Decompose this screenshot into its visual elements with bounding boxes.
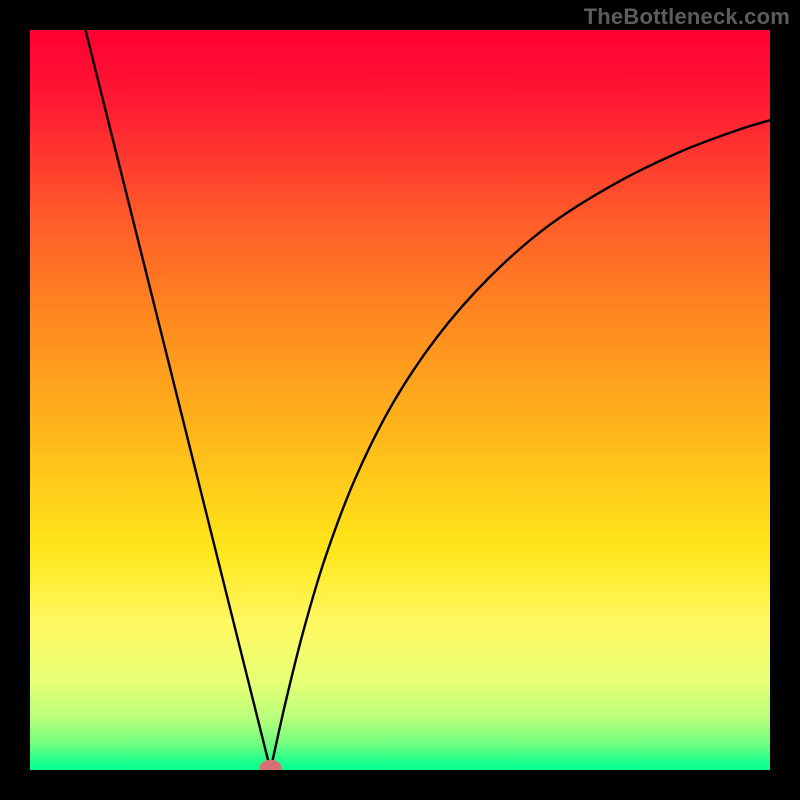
watermark-text: TheBottleneck.com: [584, 4, 790, 30]
outer-frame: TheBottleneck.com: [0, 0, 800, 800]
gradient-background: [30, 30, 770, 770]
plot-area: [30, 30, 770, 770]
plot-svg: [30, 30, 770, 770]
